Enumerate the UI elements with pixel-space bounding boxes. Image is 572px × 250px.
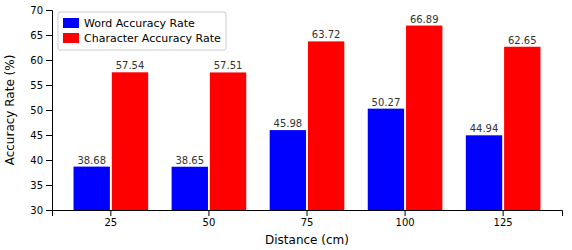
x-tick: 25 <box>104 210 117 228</box>
bar <box>270 130 306 210</box>
y-tick: 45 <box>30 130 52 141</box>
data-label: 63.72 <box>312 29 341 40</box>
bar-series <box>112 26 541 210</box>
x-tick-mark <box>405 210 406 216</box>
y-tick: 65 <box>30 30 52 41</box>
y-tick: 55 <box>30 80 52 91</box>
x-tick-mark <box>307 210 308 216</box>
bar <box>368 109 404 210</box>
data-label: 38.68 <box>77 155 106 166</box>
y-tick-mark <box>46 110 52 111</box>
y-tick-label: 70 <box>30 5 43 16</box>
data-label: 38.65 <box>175 155 204 166</box>
x-tick: 75 <box>301 210 314 228</box>
y-tick: 50 <box>30 105 52 116</box>
bar <box>172 167 208 210</box>
x-tick-mark <box>503 210 504 216</box>
bar <box>308 41 344 210</box>
x-tick: 100 <box>396 210 415 228</box>
bar <box>74 167 110 210</box>
x-tick-label: 50 <box>203 217 216 228</box>
data-label: 66.89 <box>410 14 439 25</box>
y-tick-label: 30 <box>30 205 43 216</box>
bars <box>74 26 541 210</box>
y-tick-label: 60 <box>30 55 43 66</box>
legend-swatch <box>63 33 79 43</box>
x-tick-label: 100 <box>396 217 415 228</box>
y-axis-line <box>46 11 53 211</box>
x-tick-label: 125 <box>494 217 513 228</box>
legend-item: Word Accuracy Rate <box>63 17 195 30</box>
bar <box>466 135 502 210</box>
y-tick-label: 65 <box>30 30 43 41</box>
x-axis: 25 50 75 100 125 <box>53 210 563 228</box>
y-tick: 30 <box>30 205 52 216</box>
bar <box>112 72 148 210</box>
plot: 30 35 40 45 50 55 60 65 70 25 50 75 100 125 38.68 38.65… <box>30 5 562 250</box>
x-tick-mark <box>110 210 111 216</box>
y-tick-label: 40 <box>30 155 43 166</box>
data-label: 57.54 <box>116 60 145 71</box>
y-tick-mark <box>46 85 52 86</box>
legend-swatch <box>63 18 79 28</box>
x-tick-mark <box>208 210 209 216</box>
legend-frame <box>58 12 226 50</box>
data-labels: 38.68 38.65 45.98 50.27 44.94 57.54 57.51 63.72… <box>77 14 536 166</box>
data-label: 62.65 <box>508 35 537 46</box>
x-tick: 125 <box>494 210 513 228</box>
y-tick-label: 45 <box>30 130 43 141</box>
y-tick: 60 <box>30 55 52 66</box>
data-label: 57.51 <box>214 60 243 71</box>
x-tick: 50 <box>203 210 216 228</box>
data-label: 45.98 <box>274 118 303 129</box>
y-axis-title: Accuracy Rate (%) <box>3 55 17 166</box>
y-tick-mark <box>46 210 52 211</box>
y-tick-mark <box>46 135 52 136</box>
legend-item: Character Accuracy Rate <box>63 32 221 45</box>
chart: 30 35 40 45 50 55 60 65 70 25 50 75 100 125 38.68 38.65… <box>0 0 572 250</box>
data-label: 44.94 <box>470 123 499 134</box>
bar <box>210 72 246 210</box>
y-tick-label: 50 <box>30 105 43 116</box>
data-label: 50.27 <box>372 97 401 108</box>
y-tick-label: 55 <box>30 80 43 91</box>
x-axis-line <box>53 211 563 217</box>
y-tick-label: 35 <box>30 180 43 191</box>
y-tick-mark <box>46 185 52 186</box>
y-tick: 40 <box>30 155 52 166</box>
y-tick-mark <box>46 160 52 161</box>
y-tick-mark <box>46 10 52 11</box>
y-tick-mark <box>46 35 52 36</box>
x-axis-title: Distance (cm) <box>265 233 349 247</box>
y-tick: 35 <box>30 180 52 191</box>
legend-label: Character Accuracy Rate <box>84 32 221 45</box>
x-tick-label: 75 <box>301 217 314 228</box>
bar <box>504 47 540 210</box>
legend-label: Word Accuracy Rate <box>84 17 195 30</box>
bar <box>406 26 442 210</box>
y-axis: 30 35 40 45 50 55 60 65 70 <box>30 5 52 216</box>
x-tick-label: 25 <box>104 217 117 228</box>
y-tick-mark <box>46 60 52 61</box>
legend: Word Accuracy Rate Character Accuracy Rat… <box>58 12 226 50</box>
y-tick: 70 <box>30 5 52 16</box>
